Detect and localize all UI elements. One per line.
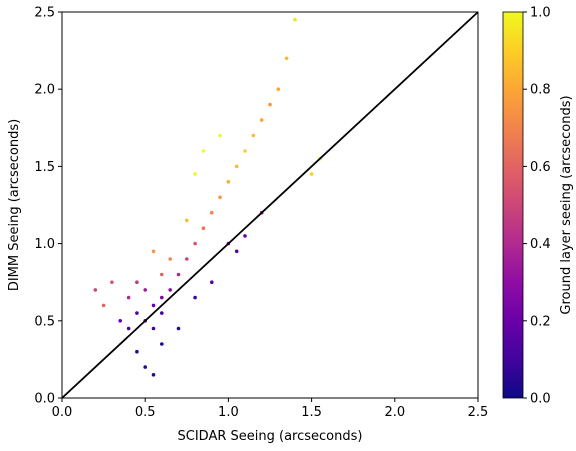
scatter-point-25 [284,56,289,61]
scatter-point-1 [135,311,139,315]
scatter-point-23 [268,102,272,107]
scatter-point-39 [93,288,98,292]
scatter-point-48 [160,272,164,277]
colorbar-tick-label-2: 0.4 [530,237,551,252]
x-tick-label-3: 1.5 [301,405,322,420]
scatter-point-14 [193,241,197,246]
scatter-point-42 [218,133,222,138]
scatter-point-15 [201,226,206,230]
x-tick-label-2: 1.0 [218,405,239,420]
y-axis-ticks: 0.0 0.5 1.0 1.5 2.0 2.5 [34,6,62,407]
scatter-point-7 [126,295,131,300]
scatter-point-32 [176,326,181,331]
y-tick-label-1: 0.5 [34,314,55,329]
scatter-point-4 [160,295,164,300]
reference-line-1to1 [61,11,479,399]
y-tick-label-3: 1.5 [34,160,55,175]
scatter-point-22 [259,118,264,122]
scatter-point-41 [201,149,206,153]
x-axis-ticks: 0.0 0.5 1.0 1.5 2.0 2.5 [52,398,489,420]
colorbar-tick-label-1: 0.2 [530,314,551,329]
scatter-point-10 [160,311,164,315]
colorbar: 0.0 0.2 0.4 0.6 0.8 1.0 Ground layer seeing (… [502,6,574,407]
scatter-point-43 [309,172,314,176]
y-tick-label-0: 0.0 [34,392,55,407]
scatter-point-19 [234,164,239,169]
scatter-point-40 [193,172,197,176]
scatter-point-17 [218,195,222,200]
y-tick-label-4: 2.0 [34,83,55,98]
scatter-point-45 [234,249,239,254]
scatter-point-20 [243,149,247,153]
scatter-point-34 [135,349,139,354]
scatter-point-11 [168,288,172,292]
scatter-point-3 [151,303,156,308]
x-tick-label-1: 0.5 [135,405,156,420]
scatter-point-36 [151,373,156,377]
x-tick-label-5: 2.5 [468,405,489,420]
scatter-point-12 [176,272,181,277]
scatter-point-30 [210,280,214,285]
scatter-point-46 [168,257,172,261]
scatter-point-28 [243,234,247,238]
x-tick-label-0: 0.0 [52,405,73,420]
colorbar-tick-label-0: 0.0 [530,392,551,407]
y-tick-label-2: 1.0 [34,237,55,252]
colorbar-tick-label-5: 1.0 [530,6,551,21]
scatter-point-31 [193,295,197,300]
y-tick-label-5: 2.5 [34,6,55,21]
scatter-point-0 [126,326,131,331]
scatter-point-35 [143,365,147,369]
x-axis-label: SCIDAR Seeing (arcseconds) [178,429,363,444]
colorbar-ticks: 0.0 0.2 0.4 0.6 0.8 1.0 [523,6,551,407]
scatter-point-49 [151,249,156,254]
colorbar-gradient [502,11,524,399]
scatter-point-33 [160,342,164,346]
scatter-points [93,17,322,377]
scatter-point-38 [101,303,106,308]
scatter-point-9 [151,326,156,331]
scatter-point-5 [143,288,147,292]
colorbar-tick-label-4: 0.8 [530,83,551,98]
scatter-point-16 [210,210,214,215]
x-tick-label-4: 2.0 [384,405,405,420]
plot-frame [61,11,479,399]
scatter-point-6 [135,280,139,285]
scatter-point-18 [226,180,231,184]
scatter-point-13 [185,257,189,261]
colorbar-tick-label-3: 0.6 [530,160,551,175]
y-axis-label: DIMM Seeing (arcseconds) [7,119,22,291]
scatter-point-37 [110,280,114,285]
scatter-point-24 [276,87,281,91]
scatter-point-26 [293,17,297,22]
scatter-point-21 [251,133,256,138]
colorbar-label: Ground layer seeing (arcseconds) [559,95,574,314]
scatter-point-47 [185,218,189,223]
scatter-point-8 [118,319,122,323]
